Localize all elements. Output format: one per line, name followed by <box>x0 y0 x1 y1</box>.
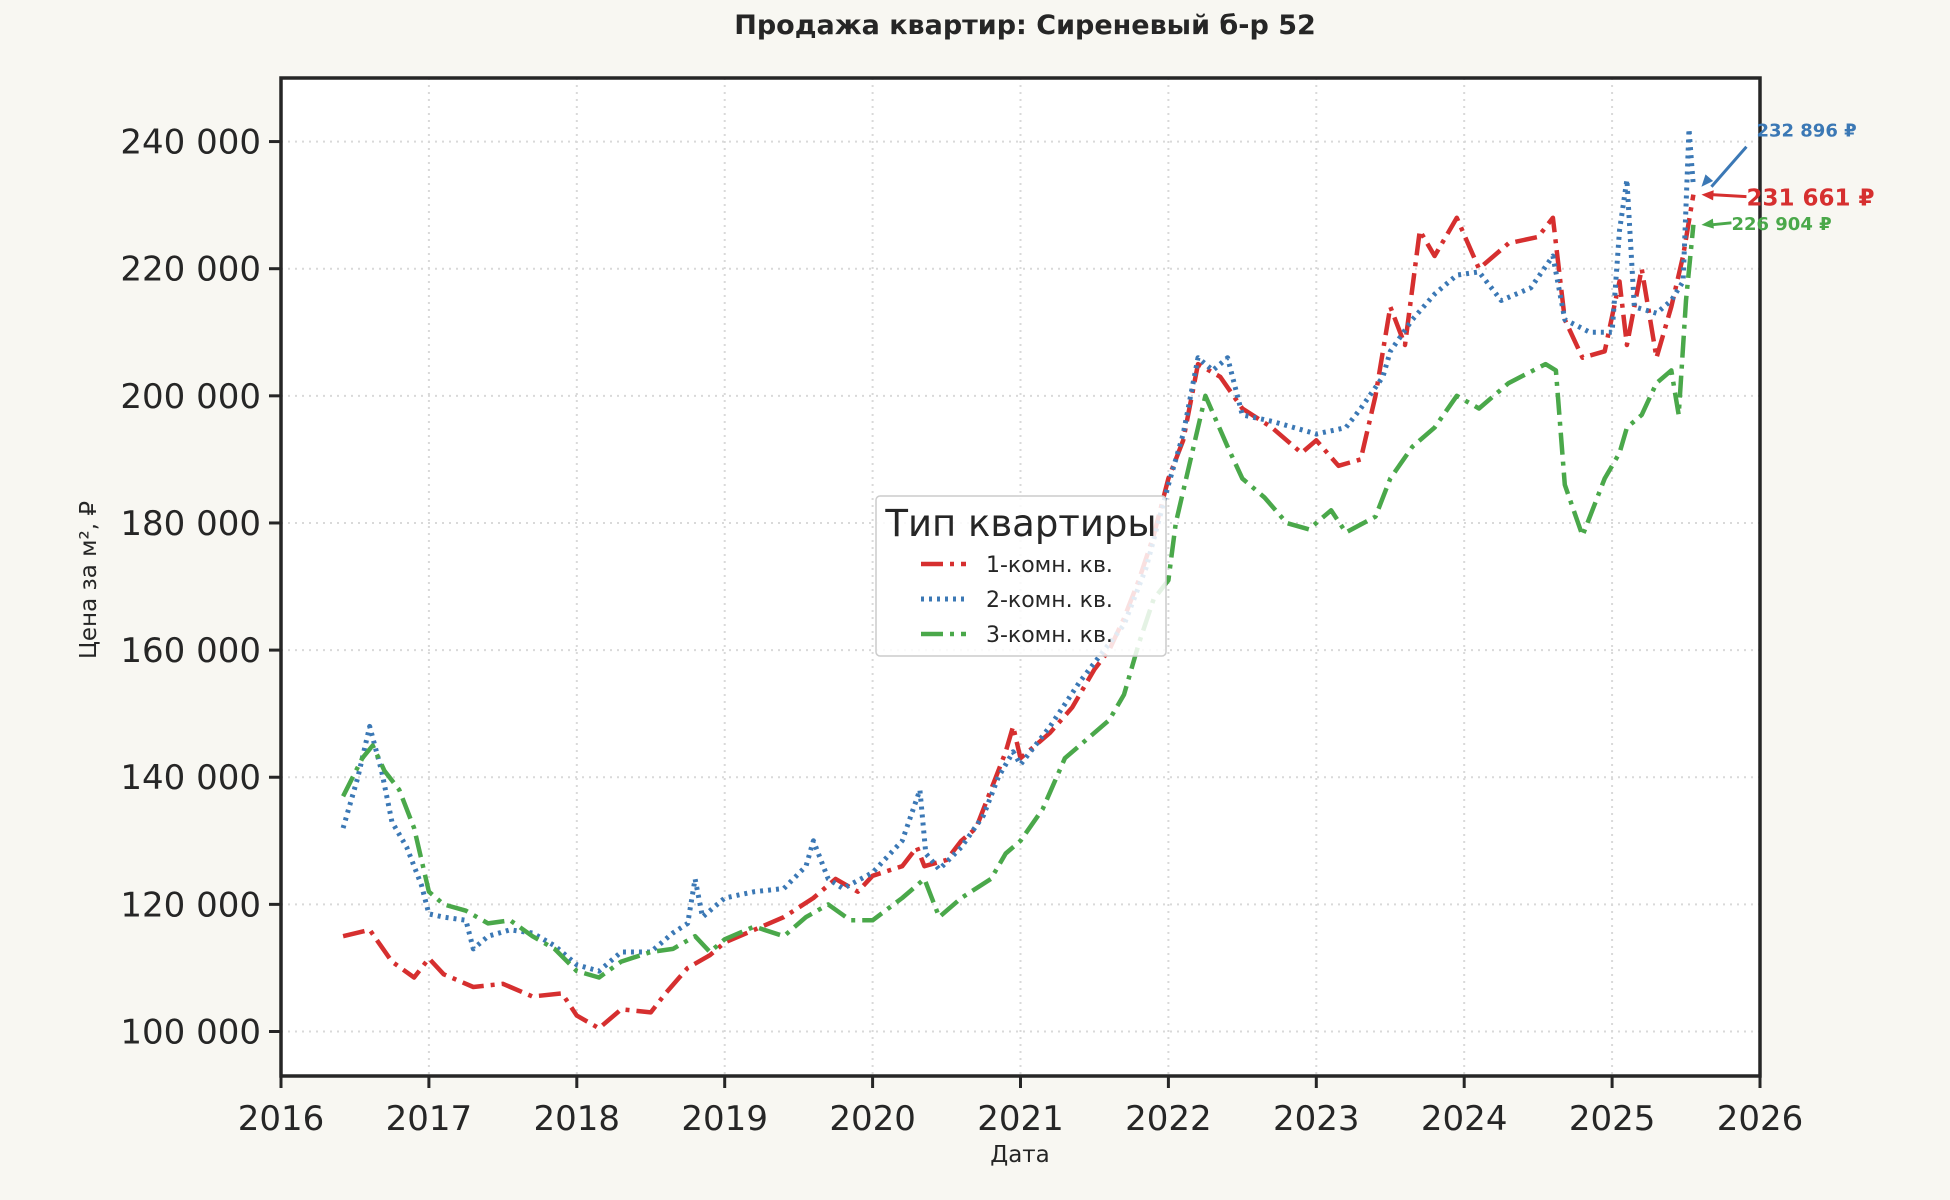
y-tick-label: 180 000 <box>120 504 261 544</box>
x-axis-label: Дата <box>990 1142 1050 1168</box>
y-tick-label: 220 000 <box>120 250 261 290</box>
annotation-2: 231 661 ₽ <box>1701 186 1874 212</box>
y-tick-label: 200 000 <box>120 377 261 417</box>
series-line-1 <box>342 194 1696 1031</box>
legend-label-3: 3-комн. кв. <box>986 623 1113 648</box>
x-tick-label: 2017 <box>386 1099 473 1139</box>
x-tick-label: 2026 <box>1717 1099 1804 1139</box>
annotation-label: 232 896 ₽ <box>1756 121 1856 142</box>
y-tick-label: 140 000 <box>120 758 261 798</box>
x-tick-label: 2016 <box>238 1099 325 1139</box>
y-tick-label: 100 000 <box>120 1013 261 1053</box>
annotation-1: 232 896 ₽ <box>1701 121 1857 188</box>
annotation-3: 226 904 ₽ <box>1701 214 1832 235</box>
annotation-arrow-head <box>1701 190 1714 201</box>
legend: Тип квартиры 1-комн. кв. 2-комн. кв. 3-комн… <box>875 495 1167 657</box>
legend-label-2: 2-комн. кв. <box>986 588 1113 613</box>
annotation-label: 231 661 ₽ <box>1746 186 1874 212</box>
annotation-arrow-line <box>1710 145 1748 188</box>
legend-label-1: 1-комн. кв. <box>986 553 1113 578</box>
x-tick-label: 2020 <box>829 1099 916 1139</box>
x-tick-label: 2024 <box>1421 1099 1508 1139</box>
x-tick-label: 2018 <box>534 1099 621 1139</box>
series-line-3 <box>341 224 1696 980</box>
annotation-arrow-head <box>1701 218 1714 229</box>
chart-title: Продажа квартир: Сиреневый б-р 52 <box>734 10 1316 41</box>
legend-title: Тип квартиры <box>884 502 1156 545</box>
annotation-arrow-line <box>1711 221 1732 227</box>
y-tick-label: 240 000 <box>120 123 261 163</box>
annotation-label: 226 904 ₽ <box>1731 214 1831 235</box>
annotation-arrow-head <box>1701 174 1714 187</box>
x-tick-label: 2023 <box>1273 1099 1360 1139</box>
series-line-2 <box>340 126 1696 974</box>
x-tick-label: 2025 <box>1569 1099 1656 1139</box>
x-tick-label: 2021 <box>977 1099 1064 1139</box>
y-tick-label: 160 000 <box>120 631 261 671</box>
x-tick-label: 2022 <box>1125 1099 1212 1139</box>
legend-box <box>875 495 1167 657</box>
y-tick-label: 120 000 <box>120 885 261 925</box>
x-tick-label: 2019 <box>681 1099 768 1139</box>
y-axis-label: Цена за м², ₽ <box>76 501 102 659</box>
annotation-arrow-line <box>1711 193 1747 199</box>
